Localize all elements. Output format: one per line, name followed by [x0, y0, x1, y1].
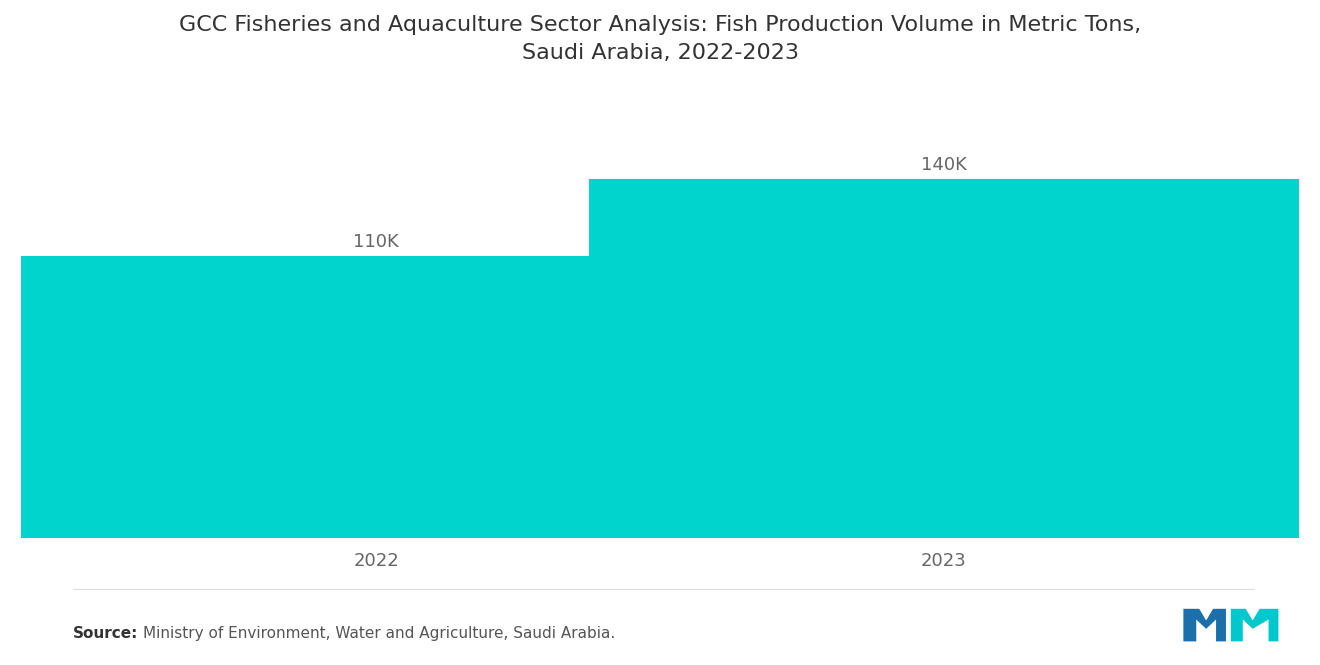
Text: 140K: 140K [921, 156, 966, 174]
Text: Source:: Source: [73, 626, 139, 642]
Bar [21, 256, 731, 538]
Polygon shape [1232, 609, 1278, 641]
Bar [589, 180, 1299, 538]
Polygon shape [1184, 609, 1226, 641]
Title: GCC Fisheries and Aquaculture Sector Analysis: Fish Production Volume in Metric : GCC Fisheries and Aquaculture Sector Ana… [180, 15, 1140, 63]
Text: Ministry of Environment, Water and Agriculture, Saudi Arabia.: Ministry of Environment, Water and Agric… [143, 626, 615, 642]
Text: 110K: 110K [354, 233, 399, 251]
